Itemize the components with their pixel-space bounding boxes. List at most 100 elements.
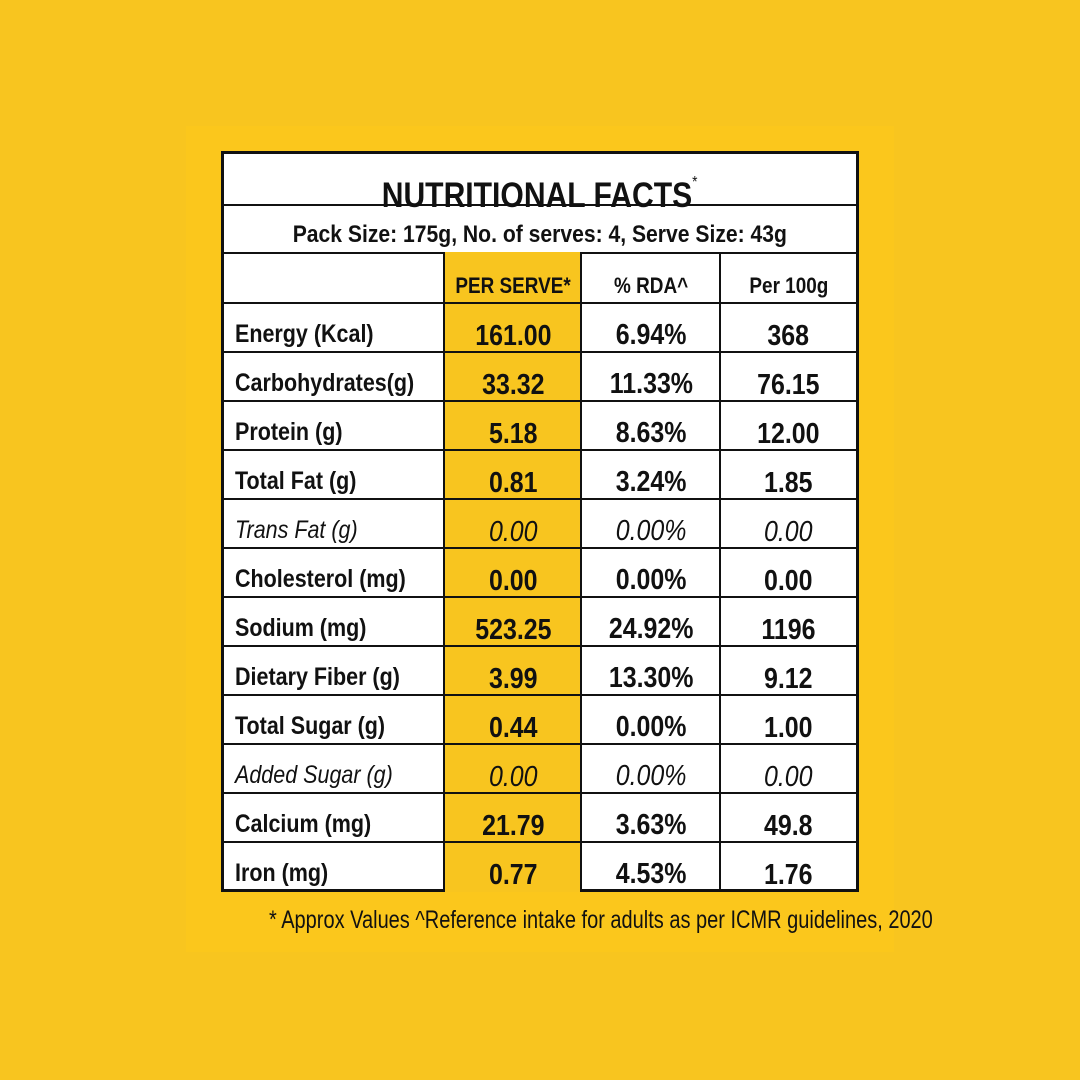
per-100g-value-text: 368 [767,320,810,352]
per-100g-value: 0.00 [721,500,856,548]
title-asterisk: * [692,174,698,191]
rda-value: 0.00% [582,745,721,792]
per-100g-value-text: 1196 [761,614,816,646]
per-serve-value-text: 0.00 [489,516,538,548]
per-serve-value-text: 0.44 [489,712,538,744]
per-100g-value-text: 0.00 [764,516,813,548]
nutrient-name: Protein (g) [224,402,445,449]
per-serve-value-text: 33.32 [482,369,545,401]
rda-value: 3.63% [582,794,721,841]
pack-info-row: Pack Size: 175g, No. of serves: 4, Serve… [224,204,856,254]
rda-value-text: 3.24% [616,466,687,498]
nutrient-name: Trans Fat (g) [224,500,445,547]
rda-value: 6.94% [582,304,721,351]
per-serve-value-text: 5.18 [489,418,538,450]
nutrient-name-text: Dietary Fiber (g) [235,663,400,691]
rda-value: 4.53% [582,843,721,890]
rda-value-text: 4.53% [616,858,687,890]
per-serve-value: 161.00 [445,304,582,352]
table-row: Calcium (mg) 21.79 3.63% 49.8 [224,792,856,842]
nutrient-name-text: Protein (g) [235,418,343,446]
divider-3 [719,252,721,892]
per-serve-value: 0.44 [445,696,582,744]
nutrition-facts-table: NUTRITIONAL FACTS* Pack Size: 175g, No. … [221,151,859,892]
rda-value-text: 3.63% [616,809,687,841]
per-100g-value: 1196 [721,598,856,646]
table-row: Total Fat (g) 0.81 3.24% 1.85 [224,449,856,499]
rda-value-text: 13.30% [609,662,694,694]
table-title: NUTRITIONAL FACTS* [224,154,856,215]
nutrient-name-text: Total Sugar (g) [235,712,386,740]
table-row: Carbohydrates(g) 33.32 11.33% 76.15 [224,351,856,401]
rda-value-text: 0.00% [616,760,687,792]
column-header-row: PER SERVE* % RDA^ Per 100g [224,252,856,302]
title-text: NUTRITIONAL FACTS [382,176,693,215]
nutrient-name-text: Iron (mg) [235,859,329,887]
nutrient-name: Iron (mg) [224,843,445,890]
footnote: * Approx Values ^Reference intake for ad… [186,900,933,940]
per-100g-value-text: 76.15 [757,369,820,401]
per-serve-value: 0.00 [445,549,582,597]
nutrient-name-text: Carbohydrates(g) [235,369,415,397]
rda-value: 11.33% [582,353,721,400]
nutrient-name: Sodium (mg) [224,598,445,645]
per-100g-value: 1.00 [721,696,856,744]
per-serve-value-text: 523.25 [475,614,552,646]
per-100g-value-text: 1.00 [764,712,813,744]
nutrient-name: Energy (Kcal) [224,304,445,351]
divider-1 [443,252,445,892]
per-100g-value: 0.00 [721,549,856,597]
per-100g-value-text: 49.8 [764,810,813,842]
divider-2 [580,252,582,892]
footnote-text: * Approx Values ^Reference intake for ad… [268,906,933,934]
per-100g-value: 76.15 [721,353,856,401]
header-blank [224,252,445,302]
per-serve-value: 33.32 [445,353,582,401]
per-serve-value-text: 0.00 [489,565,538,597]
table-row: Energy (Kcal) 161.00 6.94% 368 [224,302,856,352]
table-row: Trans Fat (g) 0.00 0.00% 0.00 [224,498,856,548]
nutrient-name: Total Sugar (g) [224,696,445,743]
per-serve-value-text: 161.00 [475,320,552,352]
rda-value: 8.63% [582,402,721,449]
rda-value: 0.00% [582,549,721,596]
per-100g-value: 12.00 [721,402,856,450]
per-serve-highlight [445,252,582,892]
pack-info-text: Pack Size: 175g, No. of serves: 4, Serve… [292,221,788,248]
per-serve-value: 0.77 [445,843,582,891]
nutrient-name: Total Fat (g) [224,451,445,498]
table-row: Protein (g) 5.18 8.63% 12.00 [224,400,856,450]
per-serve-value: 3.99 [445,647,582,695]
per-serve-value: 5.18 [445,402,582,450]
per-serve-value-text: 0.81 [489,467,538,499]
per-100g-value: 1.85 [721,451,856,499]
per-serve-value: 0.00 [445,500,582,548]
per-serve-value-text: 3.99 [489,663,538,695]
per-serve-value-text: 0.77 [489,859,538,891]
rda-value-text: 11.33% [609,368,694,400]
rda-value-text: 24.92% [609,613,694,645]
rda-value: 0.00% [582,696,721,743]
per-serve-value-text: 21.79 [482,810,545,842]
header-per-serve-text: PER SERVE* [455,273,572,298]
per-100g-value-text: 9.12 [764,663,813,695]
table-row: Iron (mg) 0.77 4.53% 1.76 [224,841,856,891]
nutrient-name: Carbohydrates(g) [224,353,445,400]
rda-value-text: 0.00% [616,564,687,596]
per-100g-value: 49.8 [721,794,856,842]
per-100g-value: 368 [721,304,856,352]
nutrient-name: Added Sugar (g) [224,745,445,792]
rda-value: 13.30% [582,647,721,694]
nutrient-name-text: Sodium (mg) [235,614,367,642]
header-per-100g-text: Per 100g [749,273,828,298]
nutrient-name-text: Total Fat (g) [235,467,357,495]
nutrient-name: Cholesterol (mg) [224,549,445,596]
rda-value-text: 0.00% [616,515,687,547]
table-row: Added Sugar (g) 0.00 0.00% 0.00 [224,743,856,793]
nutrient-name-text: Trans Fat (g) [235,516,358,544]
rda-value-text: 6.94% [616,319,687,351]
header-rda: % RDA^ [582,252,721,302]
table-row: Cholesterol (mg) 0.00 0.00% 0.00 [224,547,856,597]
rda-value: 24.92% [582,598,721,645]
per-serve-value: 21.79 [445,794,582,842]
